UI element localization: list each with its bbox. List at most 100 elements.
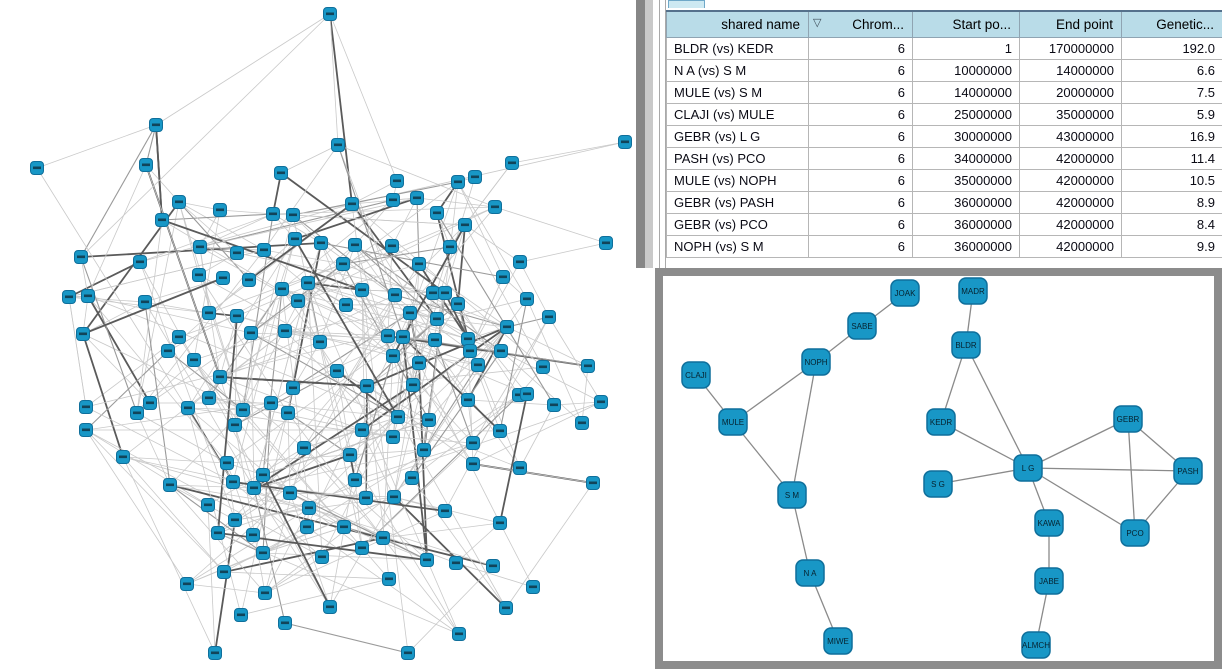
- network-node[interactable]: [468, 170, 482, 184]
- network-node[interactable]: [79, 423, 93, 437]
- network-node[interactable]: [256, 468, 270, 482]
- network-node[interactable]: [258, 586, 272, 600]
- cell-value[interactable]: 16.9: [1121, 125, 1222, 148]
- network-node[interactable]: [242, 273, 256, 287]
- network-node[interactable]: GEBR: [1113, 405, 1143, 433]
- cell-value[interactable]: 34000000: [912, 147, 1020, 170]
- cell-value[interactable]: 35000000: [1019, 103, 1122, 126]
- network-node[interactable]: [286, 208, 300, 222]
- node-shape[interactable]: [1113, 405, 1143, 433]
- network-node[interactable]: [286, 381, 300, 395]
- network-node[interactable]: [430, 312, 444, 326]
- table-row[interactable]: PASH (vs) PCO 6 34000000 42000000 11.4: [666, 147, 1222, 170]
- network-node[interactable]: [451, 175, 465, 189]
- cell-value[interactable]: 8.4: [1121, 213, 1222, 236]
- network-node[interactable]: [575, 416, 589, 430]
- network-node[interactable]: [520, 387, 534, 401]
- node-shape[interactable]: [1013, 454, 1043, 482]
- network-node[interactable]: [228, 513, 242, 527]
- table-scrollbar-track[interactable]: [659, 0, 666, 268]
- network-node[interactable]: [438, 286, 452, 300]
- cell-value[interactable]: 35000000: [912, 169, 1020, 192]
- network-node[interactable]: [618, 135, 632, 149]
- network-node[interactable]: [138, 295, 152, 309]
- network-node[interactable]: [452, 627, 466, 641]
- cell-value[interactable]: 6: [808, 59, 913, 82]
- network-node[interactable]: [376, 531, 390, 545]
- network-node[interactable]: [275, 282, 289, 296]
- cell-value[interactable]: 10.5: [1121, 169, 1222, 192]
- network-node[interactable]: [381, 329, 395, 343]
- network-node[interactable]: [486, 559, 500, 573]
- network-node[interactable]: [30, 161, 44, 175]
- cell-value[interactable]: 192.0: [1121, 37, 1222, 60]
- network-node[interactable]: CLAJI: [681, 361, 711, 389]
- cell-value[interactable]: 1: [912, 37, 1020, 60]
- network-node[interactable]: BLDR: [951, 331, 981, 359]
- network-node[interactable]: [76, 327, 90, 341]
- network-node[interactable]: [359, 491, 373, 505]
- network-node[interactable]: [594, 395, 608, 409]
- node-shape[interactable]: [890, 279, 920, 307]
- network-edge[interactable]: [732, 361, 817, 423]
- network-node[interactable]: [386, 193, 400, 207]
- network-node[interactable]: [526, 580, 540, 594]
- table-row[interactable]: GEBR (vs) L G 6 30000000 43000000 16.9: [666, 125, 1222, 148]
- network-node[interactable]: [202, 306, 216, 320]
- column-header[interactable]: Genetic...: [1121, 10, 1222, 38]
- table-row[interactable]: MULE (vs) NOPH 6 35000000 42000000 10.5: [666, 169, 1222, 192]
- network-node[interactable]: NOPH: [801, 348, 831, 376]
- network-node[interactable]: [466, 436, 480, 450]
- network-node[interactable]: [74, 250, 88, 264]
- column-header[interactable]: shared name: [666, 10, 809, 38]
- network-node[interactable]: [336, 257, 350, 271]
- network-node[interactable]: [355, 283, 369, 297]
- cell-value[interactable]: 6: [808, 191, 913, 214]
- column-header[interactable]: Start po...: [912, 10, 1020, 38]
- network-node[interactable]: [180, 577, 194, 591]
- table-row[interactable]: MULE (vs) S M 6 14000000 20000000 7.5: [666, 81, 1222, 104]
- cell-value[interactable]: 42000000: [1019, 169, 1122, 192]
- cell-shared-name[interactable]: MULE (vs) S M: [666, 81, 809, 104]
- network-node[interactable]: KAWA: [1034, 509, 1064, 537]
- network-node[interactable]: [387, 490, 401, 504]
- network-node[interactable]: [348, 238, 362, 252]
- network-node[interactable]: [181, 401, 195, 415]
- cell-shared-name[interactable]: MULE (vs) NOPH: [666, 169, 809, 192]
- cell-value[interactable]: 6: [808, 103, 913, 126]
- node-shape[interactable]: [801, 348, 831, 376]
- network-node[interactable]: JABE: [1034, 567, 1064, 595]
- node-shape[interactable]: [1120, 519, 1150, 547]
- network-node[interactable]: [187, 353, 201, 367]
- network-node[interactable]: [461, 332, 475, 346]
- network-node[interactable]: MADR: [958, 277, 988, 305]
- network-node[interactable]: [278, 324, 292, 338]
- network-node[interactable]: [581, 359, 595, 373]
- table-row[interactable]: NOPH (vs) S M 6 36000000 42000000 9.9: [666, 235, 1222, 258]
- network-node[interactable]: [247, 481, 261, 495]
- network-node[interactable]: [230, 309, 244, 323]
- network-node[interactable]: S G: [923, 470, 953, 498]
- network-node[interactable]: [542, 310, 556, 324]
- network-node[interactable]: [172, 330, 186, 344]
- network-node[interactable]: [211, 526, 225, 540]
- cell-value[interactable]: 30000000: [912, 125, 1020, 148]
- network-node[interactable]: [230, 246, 244, 260]
- network-node[interactable]: PCO: [1120, 519, 1150, 547]
- network-edge[interactable]: [937, 467, 1029, 485]
- cell-value[interactable]: 6: [808, 235, 913, 258]
- network-node[interactable]: [278, 616, 292, 630]
- cell-shared-name[interactable]: NOPH (vs) S M: [666, 235, 809, 258]
- network-node[interactable]: [201, 498, 215, 512]
- network-node[interactable]: [451, 297, 465, 311]
- network-node[interactable]: [226, 475, 240, 489]
- network-node[interactable]: [301, 276, 315, 290]
- filter-icon[interactable]: ▽: [813, 17, 822, 29]
- network-node[interactable]: [428, 333, 442, 347]
- node-shape[interactable]: [1034, 509, 1064, 537]
- network-node[interactable]: [337, 520, 351, 534]
- network-node[interactable]: [288, 232, 302, 246]
- network-node[interactable]: [412, 356, 426, 370]
- table-row[interactable]: GEBR (vs) PASH 6 36000000 42000000 8.9: [666, 191, 1222, 214]
- network-node[interactable]: [355, 423, 369, 437]
